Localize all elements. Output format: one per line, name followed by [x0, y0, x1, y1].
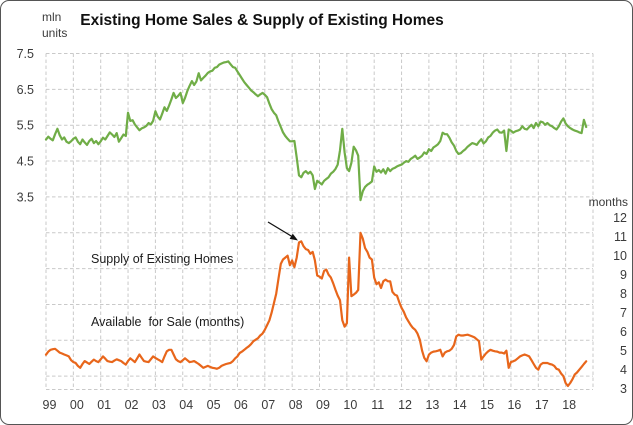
x-axis-tick: 07	[261, 398, 275, 412]
right-axis-tick: 5	[620, 344, 627, 358]
x-axis-tick: 13	[425, 398, 439, 412]
left-axis-tick: 3.5	[17, 190, 34, 204]
existing-home-sales-line	[44, 60, 588, 202]
left-axis-unit-label-line1: mln	[42, 10, 62, 24]
right-axis-tick: 6	[620, 325, 627, 339]
annotation-arrowhead	[289, 233, 298, 241]
x-axis-tick: 11	[371, 398, 384, 412]
right-axis-tick: 12	[613, 211, 627, 225]
x-axis-tick: 06	[234, 398, 248, 412]
left-axis-tick: 5.5	[17, 119, 34, 133]
x-axis-tick: 17	[535, 398, 549, 412]
months-supply-line	[44, 231, 588, 388]
x-axis-tick: 10	[343, 398, 357, 412]
annotation-line2: Available for Sale (months)	[91, 315, 245, 329]
left-axis-tick: 4.5	[17, 155, 34, 169]
x-axis-tick: 00	[70, 398, 84, 412]
left-axis-tick: 7.5	[17, 47, 34, 61]
right-axis-tick: 3	[620, 382, 627, 396]
right-axis-tick: 11	[614, 230, 627, 244]
annotation-arrow-shaft	[267, 221, 293, 238]
left-axis-unit-label-line2: units	[42, 26, 68, 40]
right-axis-tick: 10	[613, 249, 627, 263]
x-axis-tick: 08	[289, 398, 303, 412]
annotation-line1: Supply of Existing Homes	[91, 252, 234, 266]
x-axis-tick: 05	[207, 398, 221, 412]
right-axis-tick: 9	[620, 268, 627, 282]
x-axis-tick: 16	[507, 398, 521, 412]
x-axis-tick: 04	[179, 398, 193, 412]
left-axis-tick: 6.5	[17, 83, 34, 97]
right-axis-unit-label: months	[588, 195, 628, 209]
x-axis-tick: 02	[125, 398, 139, 412]
x-axis-tick: 01	[97, 398, 111, 412]
x-axis-tick: 12	[398, 398, 412, 412]
x-axis-tick: 15	[480, 398, 494, 412]
right-axis-tick: 7	[620, 306, 627, 320]
right-axis-tick: 4	[620, 363, 627, 377]
x-axis-tick: 09	[316, 398, 330, 412]
chart-title: Existing Home Sales & Supply of Existing…	[80, 12, 444, 29]
x-axis-tick: 14	[453, 398, 467, 412]
right-axis-tick: 8	[620, 287, 627, 301]
x-axis-tick: 99	[43, 398, 57, 412]
x-axis-tick: 18	[562, 398, 576, 412]
series-annotation: Supply of Existing Homes Available for S…	[91, 207, 244, 375]
x-axis-tick: 03	[152, 398, 166, 412]
